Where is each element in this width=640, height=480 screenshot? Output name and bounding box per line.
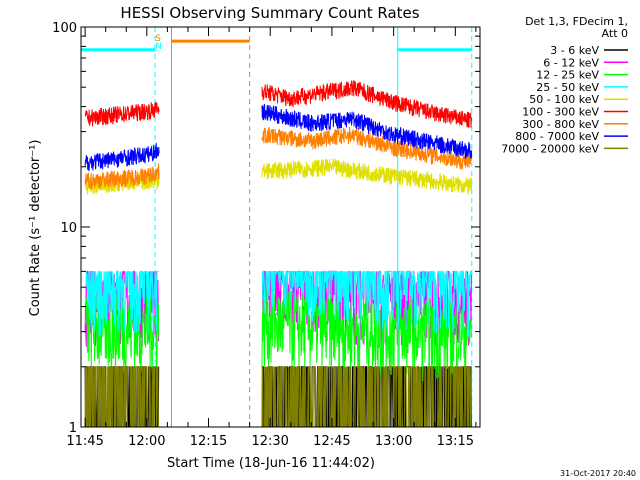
- x-tick-label-1215: 12:15: [190, 434, 227, 449]
- legend-entry-5: 50 - 100 keV: [529, 93, 628, 106]
- legend-label: 300 - 800 keV: [522, 118, 599, 131]
- x-tick-label-1300: 13:00: [375, 434, 412, 449]
- x-tick-label-1230: 12:30: [251, 434, 288, 449]
- x-axis-label: Start Time (18-Jun-16 11:44:02): [167, 456, 375, 471]
- legend-label: 7000 - 20000 keV: [501, 142, 599, 155]
- series-layer: [84, 27, 473, 428]
- legend-label: 12 - 25 keV: [536, 69, 599, 82]
- legend-entry-8: 800 - 7000 keV: [515, 130, 628, 143]
- legend-header-line-2: Att 0: [602, 27, 628, 40]
- flag-s: S: [155, 34, 161, 44]
- series-100-300-kev: [84, 79, 473, 129]
- chart-title: HESSI Observing Summary Count Rates: [120, 4, 419, 22]
- y-tick-label-10: 10: [60, 221, 77, 236]
- legend-label: 50 - 100 keV: [529, 93, 599, 106]
- x-tick-label-1315: 13:15: [437, 434, 474, 449]
- y-tick-label-1: 1: [69, 421, 77, 436]
- legend-entry-9: 7000 - 20000 keV: [501, 142, 628, 155]
- overlay-layer: SN: [81, 34, 472, 52]
- legend-label: 800 - 7000 keV: [515, 130, 599, 143]
- legend-entry-4: 25 - 50 keV: [536, 81, 628, 94]
- y-axis-label: Count Rate (s⁻¹ detector⁻¹): [28, 140, 43, 317]
- legend-label: 25 - 50 keV: [536, 81, 599, 94]
- legend-entry-2: 6 - 12 keV: [543, 56, 628, 69]
- flag-n: N: [155, 42, 162, 52]
- legend-label: 3 - 6 keV: [550, 44, 599, 57]
- series-300-800-kev: [84, 126, 473, 190]
- y-tick-label-100: 100: [52, 21, 77, 36]
- timestamp: 31-Oct-2017 20:40: [560, 469, 636, 478]
- x-tick-label-1200: 12:00: [128, 434, 165, 449]
- series-800-7000-kev: [84, 103, 473, 172]
- axis-layer: 1 10 100 11:45 12:00 12:15 12:30 12:45 13:00 13:1…: [52, 21, 480, 449]
- series-25-50-kev: [84, 270, 472, 338]
- legend-entry-1: 3 - 6 keV: [550, 44, 628, 57]
- legend-entry-6: 100 - 300 keV: [522, 106, 628, 119]
- x-tick-label-1245: 12:45: [313, 434, 350, 449]
- legend-entry-7: 300 - 800 keV: [522, 118, 628, 131]
- legend-label: 100 - 300 keV: [522, 106, 599, 119]
- legend-header-line-1: Det 1,3, FDecim 1,: [525, 15, 628, 28]
- x-tick-label-1145: 11:45: [66, 434, 103, 449]
- legend-entry-3: 12 - 25 keV: [536, 69, 628, 82]
- legend-label: 6 - 12 keV: [543, 56, 599, 69]
